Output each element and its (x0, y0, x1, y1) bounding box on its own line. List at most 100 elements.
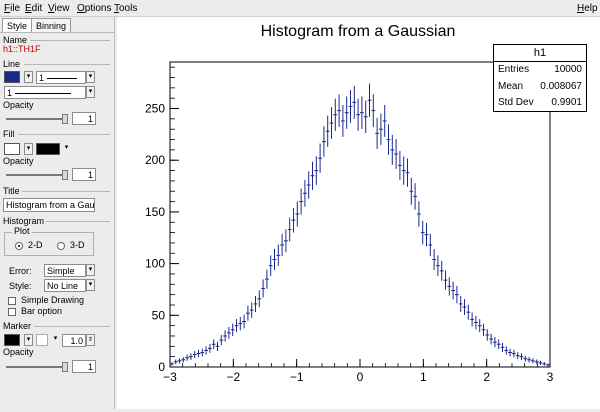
y-tick-label: 100 (145, 257, 165, 271)
marker-color-dropdown[interactable]: ▾ (24, 334, 33, 346)
marker-size-spinner[interactable]: ⇕ (86, 334, 95, 346)
marker-style-swatch[interactable] (36, 334, 48, 346)
histogram-bin (333, 98, 338, 131)
x-axis: −3 −2 −1 0 1 2 3 (163, 359, 554, 384)
x-tick-label: 1 (420, 370, 427, 384)
marker-opacity-thumb[interactable] (62, 362, 68, 372)
menu-help[interactable]: Help (577, 3, 598, 14)
divider (24, 64, 110, 65)
line-opacity-slider[interactable] (6, 118, 68, 120)
stats-label: Entries (498, 64, 530, 75)
fill-opacity-slider[interactable] (6, 174, 68, 176)
histogram-bin (272, 248, 277, 271)
histogram-bin (181, 357, 186, 363)
fill-color-dropdown[interactable]: ▾ (24, 143, 33, 155)
fill-opacity-label: Opacity (3, 156, 34, 166)
x-tick-label: −2 (226, 370, 240, 384)
histogram-bin (546, 363, 550, 367)
histogram-bin (534, 359, 539, 365)
histogram-bin (204, 346, 208, 355)
marker-style-dropdown[interactable]: ▾ (53, 335, 58, 342)
histogram-bin (508, 348, 512, 357)
marker-opacity-slider[interactable] (6, 366, 68, 368)
histogram-bin (538, 360, 543, 365)
histogram-bin (227, 326, 231, 339)
stats-box[interactable]: h1 Entries 10000 Mean 0.008067 Std Dev 0… (493, 44, 587, 112)
title-input[interactable]: Histogram from a Gaus (3, 198, 95, 212)
histogram-bin (287, 217, 292, 242)
simple-drawing-checkbox[interactable] (8, 297, 16, 305)
plot-2d-radio[interactable] (15, 242, 23, 250)
stats-label: Std Dev (498, 97, 534, 108)
histogram-bin (242, 314, 246, 329)
histogram-bin (363, 100, 368, 133)
line-opacity-thumb[interactable] (62, 114, 68, 124)
marker-opacity-input[interactable]: 1 (72, 360, 96, 373)
menu-file[interactable]: File (4, 3, 21, 14)
histogram-bin (230, 323, 235, 336)
error-dropdown[interactable]: ▾ (86, 264, 95, 276)
histogram-chart[interactable]: Histogram from a Gaussian −3 −2 −1 0 1 2 3 0 50… (117, 17, 600, 409)
histogram-bin (325, 115, 330, 147)
tab-binning[interactable]: Binning (31, 18, 72, 32)
menu-tools[interactable]: Tools (114, 3, 138, 14)
histogram-bin (489, 333, 493, 345)
histogram-bin (523, 355, 528, 362)
histogram-bin (234, 319, 239, 333)
histogram-bin (382, 104, 387, 137)
menu-edit[interactable]: Edit (25, 3, 43, 14)
histogram-bin (249, 302, 254, 318)
divider (30, 40, 110, 41)
marker-color-swatch[interactable] (4, 334, 20, 346)
histogram-label: Histogram (3, 216, 45, 226)
fill-pattern-dropdown[interactable]: ▾ (64, 144, 69, 151)
style-editor-panel: Style Binning Name h1::TH1F Line ▾ 1 ▾ 1… (0, 17, 115, 409)
stats-title: h1 (494, 45, 586, 62)
line-width-select[interactable]: 1 (36, 71, 86, 84)
histogram-bin (531, 358, 535, 364)
menu-view[interactable]: View (48, 3, 70, 14)
y-axis: 0 50 100 150 200 250 (145, 66, 179, 374)
histogram-bin (306, 171, 311, 199)
histogram-bin (215, 341, 220, 351)
histogram-bin (223, 330, 227, 342)
line-color-dropdown[interactable]: ▾ (24, 71, 33, 83)
fill-pattern-swatch[interactable] (36, 143, 60, 155)
menu-options[interactable]: Options (77, 3, 112, 14)
stats-row-stddev: Std Dev 0.9901 (494, 95, 586, 111)
plot-3d-radio[interactable] (57, 242, 65, 250)
histogram-bin (417, 201, 421, 227)
histogram-bin (477, 319, 482, 333)
line-width-dropdown[interactable]: ▾ (86, 71, 95, 83)
error-select[interactable]: Simple (44, 264, 86, 277)
histogram-bin (185, 354, 189, 361)
fill-color-swatch[interactable] (4, 143, 20, 155)
histogram-bin (303, 179, 307, 207)
histogram-bin (253, 295, 258, 313)
histogram-bin (238, 316, 243, 331)
bar-option-checkbox[interactable] (8, 308, 16, 316)
marker-size-input[interactable]: 1.0 (62, 334, 86, 347)
histogram-bin (470, 312, 474, 327)
histogram-bin (211, 339, 216, 350)
line-opacity-input[interactable]: 1 (72, 112, 96, 125)
marker-label: Marker (3, 321, 32, 331)
histogram-bin (474, 315, 478, 330)
histogram-bin (268, 255, 273, 276)
tab-style[interactable]: Style (2, 18, 33, 32)
fill-opacity-input[interactable]: 1 (72, 168, 96, 181)
histogram-bin (276, 244, 281, 267)
style-dropdown[interactable]: ▾ (86, 279, 95, 291)
line-style-dropdown[interactable]: ▾ (86, 86, 95, 98)
histogram-bin (439, 260, 444, 281)
histogram-bin (360, 96, 364, 129)
line-color-swatch[interactable] (4, 71, 20, 83)
fill-opacity-thumb[interactable] (62, 170, 68, 180)
style-select[interactable]: No Line (44, 279, 86, 292)
histogram-bin (386, 124, 391, 155)
histogram-bin (291, 207, 296, 233)
tab-divider (0, 32, 114, 33)
line-style-select[interactable]: 1 (4, 86, 86, 99)
histogram-bin (458, 295, 463, 313)
stats-value: 0.9901 (551, 97, 582, 108)
